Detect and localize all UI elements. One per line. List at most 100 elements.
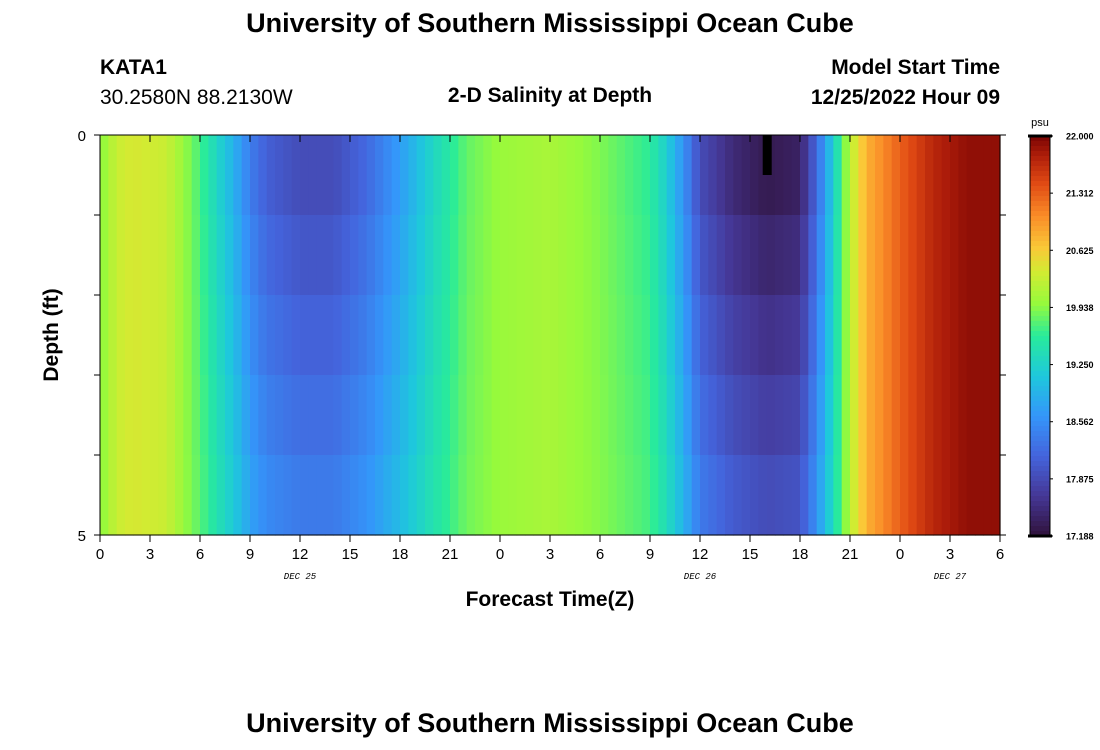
- heatmap-cell: [425, 135, 434, 216]
- heatmap-cell: [258, 135, 268, 216]
- heatmap-cell: [133, 135, 143, 216]
- colorbar-segment: [1030, 346, 1050, 352]
- heatmap-cell: [441, 135, 451, 216]
- heatmap-cell: [575, 375, 584, 456]
- colorbar-segment: [1030, 256, 1050, 262]
- heatmap-cell: [766, 215, 776, 296]
- heatmap-cell: [350, 215, 359, 296]
- heatmap-cell: [516, 135, 526, 216]
- heatmap-cell: [816, 215, 826, 296]
- heatmap-cell: [750, 215, 759, 296]
- heatmap-cell: [491, 375, 501, 456]
- colorbar-segment: [1030, 281, 1050, 287]
- x-tick-label: 6: [196, 546, 204, 563]
- heatmap-cell: [700, 215, 709, 296]
- heatmap-cell: [266, 295, 276, 376]
- heatmap-cell: [341, 135, 351, 216]
- heatmap-cell: [575, 295, 584, 376]
- heatmap-cell: [766, 135, 776, 216]
- heatmap-cell: [791, 295, 801, 376]
- heatmap-cell: [150, 295, 159, 376]
- heatmap-cell: [450, 135, 459, 216]
- heatmap-cell: [850, 295, 859, 376]
- heatmap-cell: [725, 215, 734, 296]
- colorbar-segment: [1030, 136, 1050, 142]
- heatmap-cell: [650, 455, 659, 536]
- heatmap-cell: [908, 295, 918, 376]
- heatmap-cell: [233, 375, 243, 456]
- heatmap-cell: [525, 135, 534, 216]
- heatmap-cell: [383, 455, 393, 536]
- heatmap-cell: [633, 215, 643, 296]
- heatmap-cell: [475, 295, 484, 376]
- heatmap-cell: [150, 135, 159, 216]
- colorbar-segment: [1030, 191, 1050, 197]
- heatmap-cell: [758, 375, 768, 456]
- heatmap-cell: [575, 135, 584, 216]
- heatmap-cell: [950, 375, 959, 456]
- heatmap-cell: [975, 295, 984, 376]
- colorbar-segment: [1030, 461, 1050, 467]
- colorbar-segment: [1030, 236, 1050, 242]
- colorbar-tick-label: 17.875: [1066, 474, 1094, 484]
- colorbar-segment: [1030, 436, 1050, 442]
- heatmap-cell: [700, 455, 709, 536]
- heatmap-cell: [391, 215, 401, 296]
- heatmap-cell: [916, 295, 926, 376]
- heatmap-cell: [858, 135, 868, 216]
- heatmap-cell: [141, 215, 151, 296]
- heatmap-cell: [800, 135, 809, 216]
- heatmap-cell: [708, 135, 718, 216]
- heatmap-cell: [533, 375, 543, 456]
- colorbar-segment: [1030, 231, 1050, 237]
- heatmap-cell: [650, 135, 659, 216]
- colorbar-tick-label: 21.312: [1066, 189, 1094, 199]
- heatmap-cell: [191, 295, 201, 376]
- heatmap-cell: [225, 215, 234, 296]
- colorbar-segment: [1030, 331, 1050, 337]
- heatmap-cell: [258, 455, 268, 536]
- colorbar-segment: [1030, 381, 1050, 387]
- heatmap-cell: [958, 215, 968, 296]
- heatmap-cell: [341, 215, 351, 296]
- heatmap-cell: [241, 455, 251, 536]
- heatmap-cell: [333, 375, 343, 456]
- x-tick-label: 12: [692, 546, 709, 563]
- heatmap-cell: [550, 215, 559, 296]
- heatmap-cell: [833, 135, 843, 216]
- heatmap-cell: [425, 295, 434, 376]
- heatmap-cell: [350, 295, 359, 376]
- heatmap-cell: [750, 295, 759, 376]
- heatmap-cell: [166, 135, 176, 216]
- heatmap-cell: [583, 375, 593, 456]
- heatmap-cell: [700, 135, 709, 216]
- heatmap-cell: [666, 135, 676, 216]
- heatmap-cell: [450, 375, 459, 456]
- heatmap-cell: [925, 375, 934, 456]
- heatmap-cell: [358, 375, 368, 456]
- heatmap-cell: [650, 375, 659, 456]
- heatmap-cell: [875, 215, 884, 296]
- heatmap-cell: [900, 295, 909, 376]
- heatmap-cell: [208, 135, 218, 216]
- heatmap-cell: [216, 215, 226, 296]
- heatmap-cell: [166, 295, 176, 376]
- colorbar-segment: [1030, 196, 1050, 202]
- heatmap-cell: [825, 215, 834, 296]
- heatmap-cell: [600, 215, 609, 296]
- heatmap-cell: [500, 295, 509, 376]
- heatmap-cell: [166, 375, 176, 456]
- colorbar-segment: [1030, 316, 1050, 322]
- heatmap-cell: [433, 215, 443, 296]
- heatmap-cell: [466, 215, 476, 296]
- heatmap-cell: [941, 215, 951, 296]
- y-tick-label: 5: [78, 528, 86, 545]
- heatmap-cell: [875, 375, 884, 456]
- heatmap-cell: [225, 135, 234, 216]
- heatmap-cell: [158, 135, 168, 216]
- heatmap-cell: [283, 135, 293, 216]
- heatmap-cell: [516, 375, 526, 456]
- heatmap-cell: [408, 295, 418, 376]
- heatmap-cell: [375, 455, 384, 536]
- heatmap-cell: [433, 375, 443, 456]
